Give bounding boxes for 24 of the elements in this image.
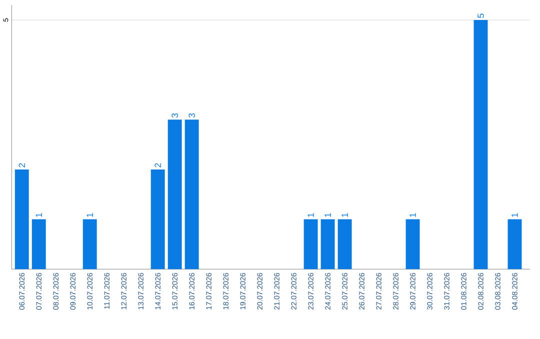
data-label: 1 xyxy=(86,213,93,217)
bar xyxy=(168,120,182,270)
data-label: 2 xyxy=(154,163,161,168)
bar xyxy=(320,219,335,270)
bar xyxy=(150,169,165,270)
data-label: 2 xyxy=(18,163,25,168)
bar xyxy=(304,219,318,270)
bar xyxy=(508,219,522,270)
data-label: 5 xyxy=(478,14,484,18)
data-label: 1 xyxy=(512,213,518,217)
bar xyxy=(338,219,352,270)
bar xyxy=(406,219,420,270)
bar xyxy=(474,20,488,270)
bar xyxy=(14,169,29,270)
data-label: 3 xyxy=(172,113,178,118)
data-label: 1 xyxy=(410,213,416,217)
bar xyxy=(184,120,199,270)
data-label: 1 xyxy=(308,213,314,217)
data-label: 1 xyxy=(36,213,42,217)
data-label: 1 xyxy=(342,213,348,217)
bar xyxy=(32,219,46,270)
data-label: 3 xyxy=(188,113,195,118)
bar xyxy=(82,219,97,270)
data-label: 1 xyxy=(324,213,331,217)
